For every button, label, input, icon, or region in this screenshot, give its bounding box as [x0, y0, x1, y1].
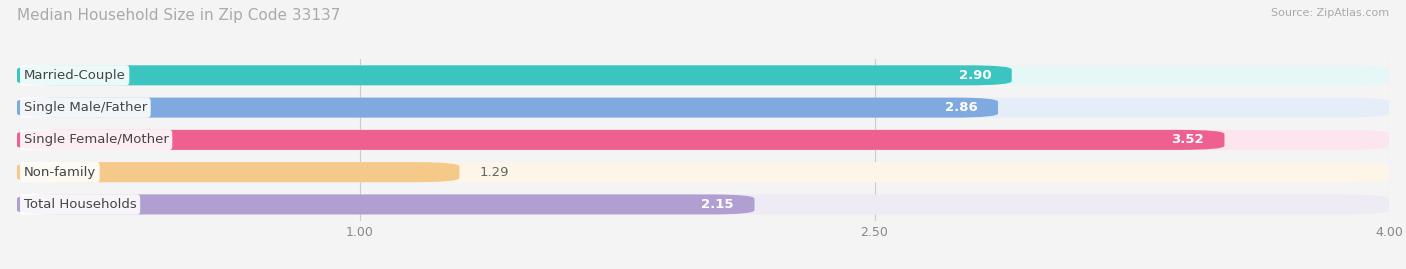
FancyBboxPatch shape — [17, 162, 460, 182]
Text: 3.52: 3.52 — [1171, 133, 1204, 146]
Text: Source: ZipAtlas.com: Source: ZipAtlas.com — [1271, 8, 1389, 18]
FancyBboxPatch shape — [17, 65, 1389, 85]
Text: Single Female/Mother: Single Female/Mother — [24, 133, 169, 146]
Text: 2.90: 2.90 — [959, 69, 991, 82]
Text: 2.86: 2.86 — [945, 101, 977, 114]
Text: Total Households: Total Households — [24, 198, 136, 211]
Text: 1.29: 1.29 — [479, 166, 509, 179]
FancyBboxPatch shape — [17, 130, 1225, 150]
Text: 2.15: 2.15 — [702, 198, 734, 211]
FancyBboxPatch shape — [17, 65, 1012, 85]
FancyBboxPatch shape — [17, 194, 1389, 214]
Text: Single Male/Father: Single Male/Father — [24, 101, 148, 114]
FancyBboxPatch shape — [17, 98, 1389, 118]
FancyBboxPatch shape — [17, 98, 998, 118]
FancyBboxPatch shape — [17, 162, 1389, 182]
FancyBboxPatch shape — [17, 194, 755, 214]
Text: Non-family: Non-family — [24, 166, 96, 179]
Text: Median Household Size in Zip Code 33137: Median Household Size in Zip Code 33137 — [17, 8, 340, 23]
FancyBboxPatch shape — [17, 130, 1389, 150]
Text: Married-Couple: Married-Couple — [24, 69, 125, 82]
